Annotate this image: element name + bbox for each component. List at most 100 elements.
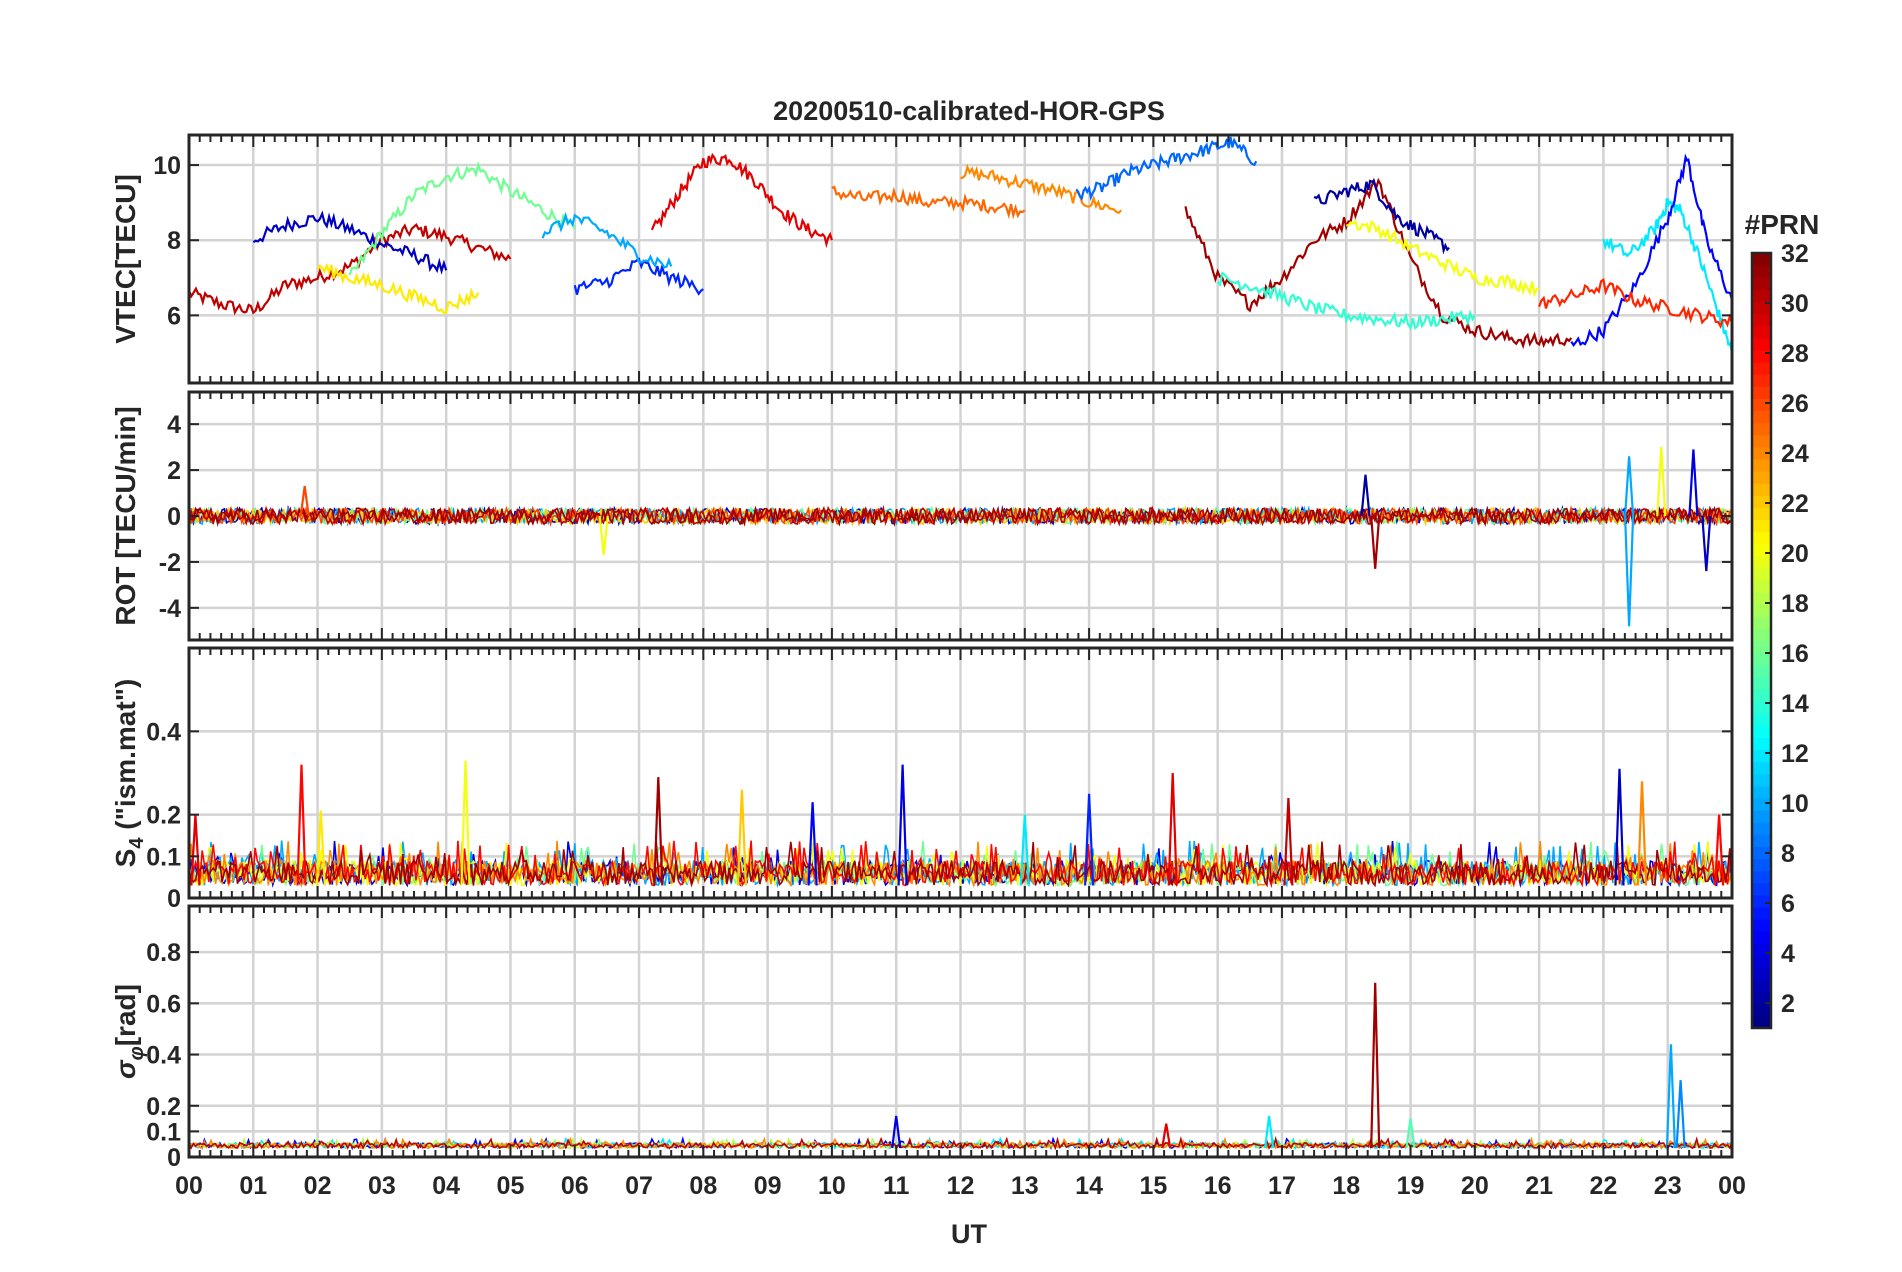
colorbar-bin: [1752, 640, 1771, 654]
colorbar-tick-label: 6: [1781, 890, 1795, 918]
y-tick-label: 2: [167, 457, 181, 485]
x-tick-label: 08: [689, 1172, 717, 1200]
y-tick-label: 0: [167, 503, 181, 531]
rot-spike: [1688, 449, 1699, 517]
colorbar-bin: [1752, 579, 1771, 593]
x-tick-label: 04: [432, 1172, 460, 1200]
rot-spike: [1370, 515, 1381, 569]
vtec-line-prn-25: [831, 185, 1026, 220]
y-tick-label: 0.8: [146, 939, 181, 967]
y-tick-label: -4: [159, 595, 181, 623]
x-tick-label: 23: [1654, 1172, 1682, 1200]
colorbar-bin: [1752, 507, 1771, 521]
colorbar-tick-label: 26: [1781, 390, 1809, 418]
sigma_phi-spike: [891, 1115, 902, 1149]
y-tick-label: 4: [167, 411, 181, 439]
colorbar-tick-label: 12: [1781, 740, 1809, 768]
sigma_phi-spike: [1161, 1123, 1172, 1149]
colorbar-bin: [1752, 943, 1771, 956]
colorbar-bin: [1752, 822, 1771, 835]
x-tick-label: 16: [1204, 1172, 1232, 1200]
x-tick-label: 07: [625, 1172, 653, 1200]
x-tick-label: 18: [1332, 1172, 1360, 1200]
s4-spike: [190, 814, 201, 886]
y-tick-label: 0.2: [146, 1093, 181, 1121]
colorbar-bin: [1752, 882, 1771, 896]
y-axis-vtec: 6 8 10: [153, 152, 1732, 330]
s4-spike: [460, 760, 471, 886]
y-tick-label: -2: [159, 549, 181, 577]
x-tick-label: 02: [304, 1172, 332, 1200]
x-tick-label: 05: [497, 1172, 525, 1200]
s4-spike: [296, 764, 307, 886]
vtec-line-prn-30: [189, 222, 512, 316]
s4-spike: [807, 802, 818, 886]
colorbar-bin: [1752, 991, 1771, 1005]
x-ticks-rot: [188, 392, 1733, 640]
vtec-line-prn-3: [252, 210, 448, 275]
s4-spike: [653, 777, 664, 886]
x-tick-label: 03: [368, 1172, 396, 1200]
s4-spike: [1084, 793, 1095, 886]
vtec-line-prn-5: [1570, 153, 1732, 347]
colorbar-bin: [1752, 846, 1771, 860]
colorbar-bin: [1752, 325, 1771, 339]
colorbar-bin: [1752, 434, 1771, 448]
sigma_phi-spike: [1675, 1080, 1686, 1149]
colorbar-tick-label: 16: [1781, 640, 1809, 668]
colorbar-tick-label: 24: [1781, 440, 1809, 468]
sigma_phi-spike: [1405, 1118, 1416, 1149]
colorbar-bin: [1752, 725, 1771, 738]
vtec-line-prn-24: [960, 163, 1123, 215]
colorbar-bin: [1752, 894, 1771, 908]
y-tick-label: 8: [167, 227, 181, 255]
colorbar-bin: [1752, 773, 1771, 787]
colorbar-bin: [1752, 810, 1771, 823]
x-axis-label: UT: [951, 1219, 987, 1249]
vtec-line-prn-20: [1346, 219, 1540, 298]
rot-spike: [1656, 447, 1667, 517]
colorbar-bin: [1752, 337, 1771, 351]
y-tick-label: 10: [153, 152, 181, 180]
vtec-line-prn-21: [316, 262, 480, 315]
colorbar-bin: [1752, 955, 1771, 969]
colorbar-bin: [1752, 349, 1771, 363]
y-tick-label: 0.4: [146, 718, 181, 746]
colorbar-bin: [1752, 979, 1771, 993]
colorbar-bin: [1752, 628, 1771, 642]
colorbar-bin: [1752, 458, 1771, 472]
colorbar-bin: [1752, 289, 1771, 303]
vtec-line-prn-29: [650, 152, 833, 249]
colorbar-tick-label: 20: [1781, 540, 1809, 568]
colorbar-bin: [1752, 592, 1771, 605]
colorbar-bin: [1752, 713, 1771, 726]
colorbar-title: #PRN: [1745, 209, 1820, 240]
colorbar-bin: [1752, 470, 1771, 484]
colorbar-bin: [1752, 277, 1771, 290]
vtec-line-prn-16: [348, 160, 576, 276]
x-tick-label: 00: [1718, 1172, 1746, 1200]
colorbar-tick-label: 28: [1781, 340, 1809, 368]
s4-spike: [315, 810, 326, 886]
y-tick-label: 0: [167, 1144, 181, 1172]
y-tick-label: 0.4: [146, 1042, 181, 1070]
y-axis-label-rot: ROT [TECU/min]: [110, 406, 141, 625]
colorbar-bin: [1752, 567, 1771, 581]
colorbar-bin: [1752, 253, 1771, 266]
colorbar-bin: [1752, 410, 1771, 424]
colorbar-bin: [1752, 495, 1771, 508]
x-tick-label: 14: [1075, 1172, 1103, 1200]
colorbar-bin: [1752, 555, 1771, 569]
colorbar-tick-label: 30: [1781, 290, 1809, 318]
colorbar-bin: [1752, 967, 1771, 981]
rot-spike: [1360, 474, 1371, 517]
x-tick-label: 17: [1268, 1172, 1296, 1200]
colorbar-bin: [1752, 543, 1771, 557]
x-tick-label: 12: [947, 1172, 975, 1200]
y-axis-sigma_phi: 00.10.2 0.4 0.6 0.8: [146, 939, 1732, 1172]
y-tick-label: 6: [167, 302, 181, 330]
colorbar-bin: [1752, 519, 1771, 533]
series-s4: [189, 760, 1732, 889]
colorbar-tick-label: 4: [1781, 940, 1795, 968]
